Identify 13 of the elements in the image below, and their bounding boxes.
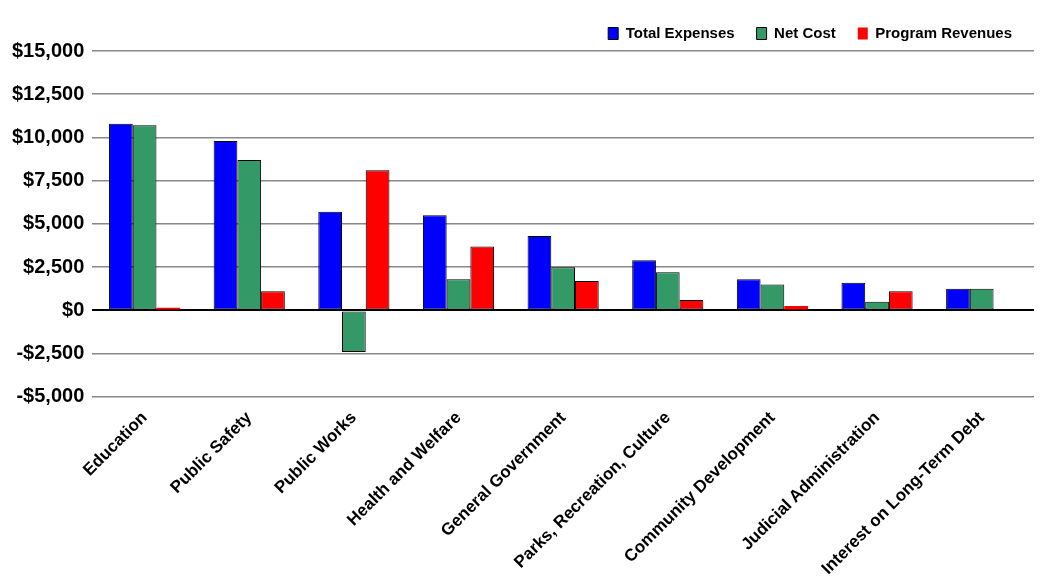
bar xyxy=(784,306,808,310)
legend-label: Net Cost xyxy=(774,23,836,41)
y-tick-label: -$5,000 xyxy=(16,384,85,407)
legend-label: Total Expenses xyxy=(625,23,735,41)
y-tick-label: $2,500 xyxy=(23,254,85,277)
y-tick-label: $5,000 xyxy=(23,211,85,234)
y-tick-label: -$2,500 xyxy=(16,341,85,364)
y-tick-label: $15,000 xyxy=(12,38,85,61)
legend-label: Program Revenues xyxy=(875,23,1013,41)
y-tick-label: $12,500 xyxy=(12,81,85,104)
y-tick-label: $0 xyxy=(62,297,85,320)
y-tick-label: $10,000 xyxy=(12,124,85,147)
y-tick-label: $7,500 xyxy=(23,168,85,191)
